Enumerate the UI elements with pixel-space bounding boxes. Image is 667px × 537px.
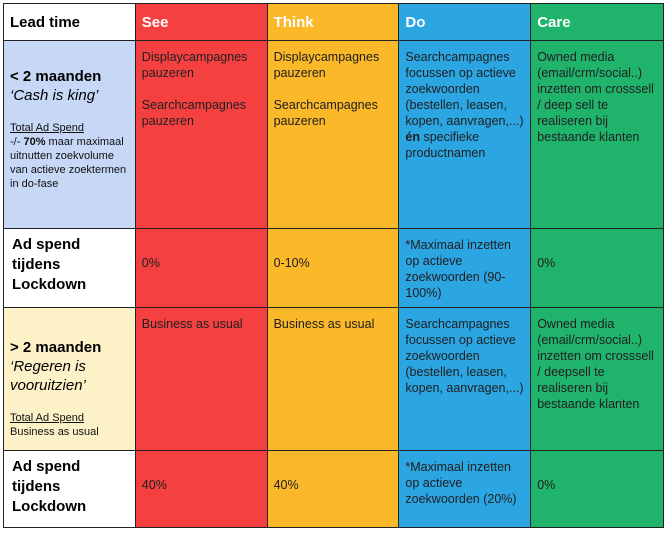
header-lead-time: Lead time xyxy=(3,3,136,41)
cell-care-long: Owned media (email/crm/social..) inzette… xyxy=(530,307,664,451)
cell-care-short: Owned media (email/crm/social..) inzette… xyxy=(530,40,664,229)
row-subtitle: ‘Cash is king’ xyxy=(10,87,99,104)
total-ad-spend-label: Total Ad Spend xyxy=(10,412,85,424)
header-think: Think xyxy=(266,3,400,41)
row-label-lockdown-short: Ad spend tijdens Lockdown xyxy=(3,228,136,308)
cell-see-short: Displaycampagnes pauzeren Searchcampagne… xyxy=(134,40,268,229)
total-ad-spend-note: Total Ad Spend Business as usual xyxy=(10,412,99,438)
cell-think-spend-long: 40% xyxy=(266,450,400,528)
cell-do-spend-short: *Maximaal inzetten op actieve zoekwoorde… xyxy=(398,228,532,308)
row-label-long-term: > 2 maanden ‘Regeren is vooruitzien’ Tot… xyxy=(3,307,136,451)
header-care: Care xyxy=(530,3,664,41)
header-do: Do xyxy=(398,3,532,41)
total-ad-spend-label: Total Ad Spend xyxy=(10,122,85,134)
lead-time-table: Lead time See Think Do Care < 2 maanden … xyxy=(3,3,664,528)
cell-do-long: Searchcampagnes focussen op actieve zoek… xyxy=(398,307,532,451)
cell-do-spend-long: *Maximaal inzetten op actieve zoekwoorde… xyxy=(398,450,532,528)
cell-care-spend-short: 0% xyxy=(530,228,664,308)
row-title: > 2 maanden xyxy=(10,339,102,356)
cell-think-long: Business as usual xyxy=(266,307,400,451)
total-ad-spend-note: Total Ad Spend -/- 70% maar maximaal uit… xyxy=(10,122,127,190)
cell-see-spend-short: 0% xyxy=(134,228,268,308)
row-label-short-term: < 2 maanden ‘Cash is king’ Total Ad Spen… xyxy=(3,40,136,229)
row-title: < 2 maanden xyxy=(10,68,102,85)
row-long-term: > 2 maanden ‘Regeren is vooruitzien’ Tot… xyxy=(3,307,664,451)
cell-think-short: Displaycampagnes pauzeren Searchcampagne… xyxy=(266,40,400,229)
row-short-term: < 2 maanden ‘Cash is king’ Total Ad Spen… xyxy=(3,40,664,229)
header-row: Lead time See Think Do Care xyxy=(3,3,664,41)
row-subtitle: ‘Regeren is vooruitzien’ xyxy=(10,358,86,394)
cell-think-spend-short: 0-10% xyxy=(266,228,400,308)
cell-see-spend-long: 40% xyxy=(134,450,268,528)
row-lockdown-spend-short: Ad spend tijdens Lockdown 0% 0-10% *Maxi… xyxy=(3,228,664,308)
header-see: See xyxy=(134,3,268,41)
row-label-lockdown-long: Ad spend tijdens Lockdown xyxy=(3,450,136,528)
cell-do-short: Searchcampagnes focussen op actieve zoek… xyxy=(398,40,532,229)
cell-see-long: Business as usual xyxy=(134,307,268,451)
row-lockdown-spend-long: Ad spend tijdens Lockdown 40% 40% *Maxim… xyxy=(3,450,664,528)
cell-care-spend-long: 0% xyxy=(530,450,664,528)
